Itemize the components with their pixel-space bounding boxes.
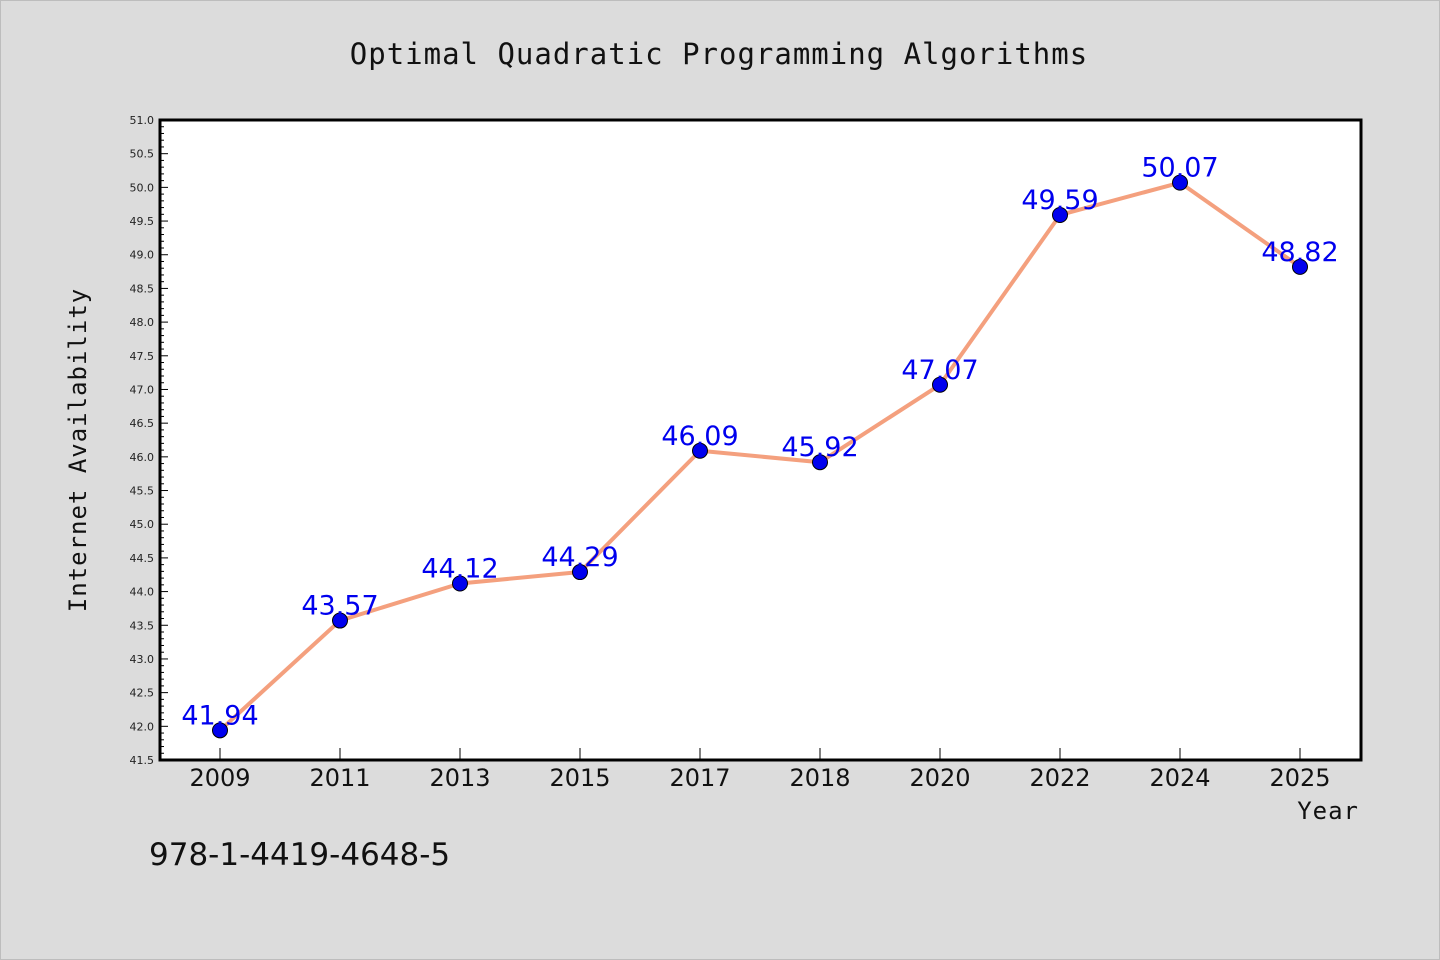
- x-tick-label: 2020: [909, 764, 970, 792]
- data-label: 45.92: [781, 432, 858, 463]
- data-point: [1052, 206, 1068, 223]
- y-tick-label: 44.0: [130, 586, 155, 599]
- isbn-text: 978-1-4419-4648-5: [149, 837, 450, 873]
- chart-title: Optimal Quadratic Programming Algorithms: [350, 37, 1088, 71]
- y-tick-label: 45.0: [130, 518, 155, 531]
- y-tick-label: 47.5: [130, 350, 155, 363]
- series-layer: 41.94 43.57 44.12 44.29 46.09 45.92 47.07 49.59…: [181, 153, 1339, 739]
- y-tick-label: 45.5: [130, 485, 155, 498]
- data-label: 43.57: [301, 591, 378, 622]
- y-tick-label: 48.0: [130, 316, 155, 329]
- x-tick-label: 2022: [1029, 764, 1090, 792]
- series-line: [218, 180, 1302, 733]
- y-tick-label: 41.5: [130, 754, 155, 767]
- data-label: 50.07: [1141, 153, 1218, 184]
- x-tick-label: 2018: [789, 764, 850, 792]
- y-tick-label: 43.5: [130, 619, 155, 632]
- data-label: 49.59: [1021, 185, 1098, 216]
- x-tick-label: 2017: [669, 764, 730, 792]
- y-tick-label: 49.0: [130, 249, 155, 262]
- y-tick-label: 42.0: [130, 720, 155, 733]
- y-tick-label: 47.0: [130, 383, 155, 396]
- y-tick-label: 46.5: [130, 417, 155, 430]
- x-tick-label: 2011: [309, 764, 370, 792]
- x-tick-label: 2009: [189, 764, 250, 792]
- y-axis-ticks: 41.5 42.0 42.5 43.0 43.5 44.0 44.5 45.0 45.5 46.0…: [130, 114, 168, 767]
- x-tick-label: 2025: [1269, 764, 1330, 792]
- y-tick-label: 50.5: [130, 148, 155, 161]
- y-tick-label: 51.0: [130, 114, 155, 127]
- x-axis-label: Year: [1297, 797, 1359, 825]
- data-point: [692, 442, 708, 459]
- y-tick-label: 48.5: [130, 282, 155, 295]
- data-point: [572, 564, 588, 581]
- data-point: [452, 575, 468, 592]
- x-tick-label: 2013: [429, 764, 490, 792]
- data-point: [212, 722, 228, 739]
- y-axis-label: Internet Availability: [64, 288, 92, 612]
- data-label: 41.94: [181, 700, 258, 731]
- data-label: 47.07: [901, 355, 978, 386]
- data-point: [332, 612, 348, 629]
- x-tick-label: 2015: [549, 764, 610, 792]
- data-label: 46.09: [661, 421, 738, 452]
- data-label: 44.12: [421, 553, 498, 584]
- y-tick-label: 44.5: [130, 552, 155, 565]
- data-point: [1172, 174, 1188, 191]
- x-axis-ticks: 2009 2011 2013 2015 2017 2018 2020 2022 2024 2025: [189, 748, 1331, 792]
- x-tick-label: 2024: [1149, 764, 1210, 792]
- y-tick-label: 50.0: [130, 181, 155, 194]
- data-point: [1292, 258, 1308, 275]
- data-point: [812, 454, 828, 471]
- plot-area: [158, 118, 1363, 762]
- data-point: [932, 376, 948, 393]
- y-tick-label: 43.0: [130, 653, 155, 666]
- data-label: 44.29: [541, 542, 618, 573]
- y-tick-label: 42.5: [130, 687, 155, 700]
- data-label: 48.82: [1261, 237, 1338, 268]
- y-tick-label: 46.0: [130, 451, 155, 464]
- y-tick-label: 49.5: [130, 215, 155, 228]
